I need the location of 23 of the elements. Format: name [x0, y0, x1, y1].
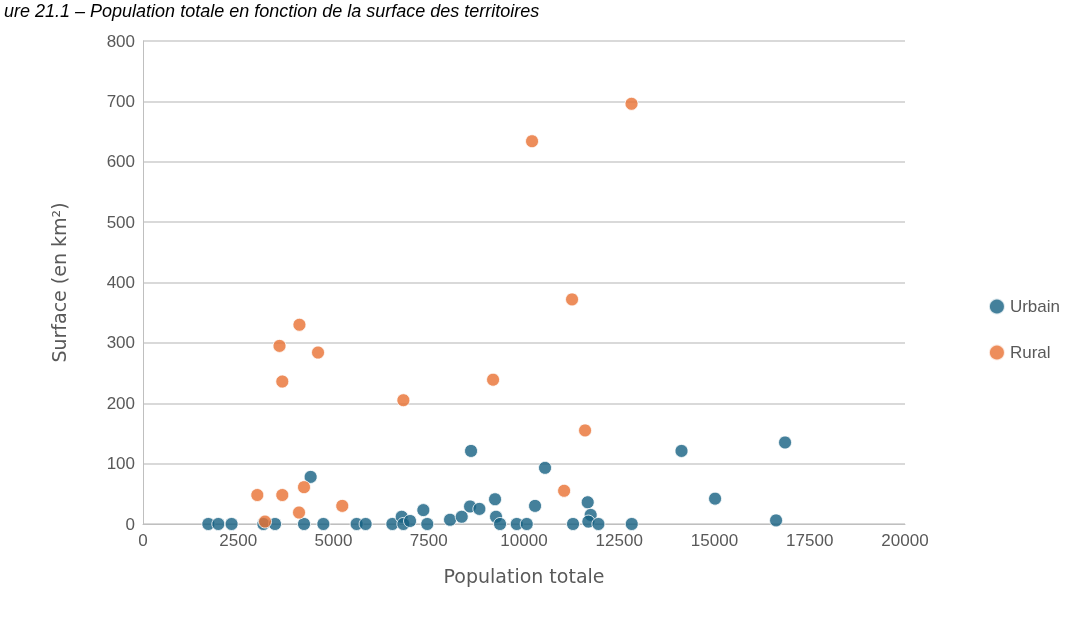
x-tick-label: 10000: [500, 531, 548, 550]
x-tick-label: 7500: [409, 531, 448, 550]
y-tick-label: 500: [106, 212, 135, 232]
y-tick-label: 200: [106, 393, 135, 413]
y-tick-label: 300: [106, 333, 135, 353]
x-tick-label: 0: [138, 531, 148, 550]
y-tick-label: 100: [106, 454, 135, 474]
y-tick-label: 800: [106, 31, 135, 51]
x-tick-label: 20000: [881, 531, 929, 550]
chart-title: ure 21.1 – Population totale en fonction de la surface des territoires: [4, 1, 540, 22]
x-axis-title: Population totale: [443, 564, 605, 587]
y-tick-label: 700: [106, 91, 135, 111]
legend-label: Rural: [1009, 343, 1051, 362]
y-tick-label: 600: [106, 152, 135, 172]
x-tick-label: 5000: [314, 531, 353, 550]
y-axis-title: Surface (en km²): [47, 202, 70, 363]
x-tick-label: 17500: [786, 531, 834, 550]
x-tick-label: 12500: [595, 531, 643, 550]
legend-label: Urbain: [1009, 297, 1061, 316]
y-tick-label: 0: [125, 514, 135, 534]
x-tick-label: 15000: [690, 531, 739, 550]
y-tick-label: 400: [106, 273, 135, 292]
x-tick-label: 2500: [219, 531, 258, 550]
